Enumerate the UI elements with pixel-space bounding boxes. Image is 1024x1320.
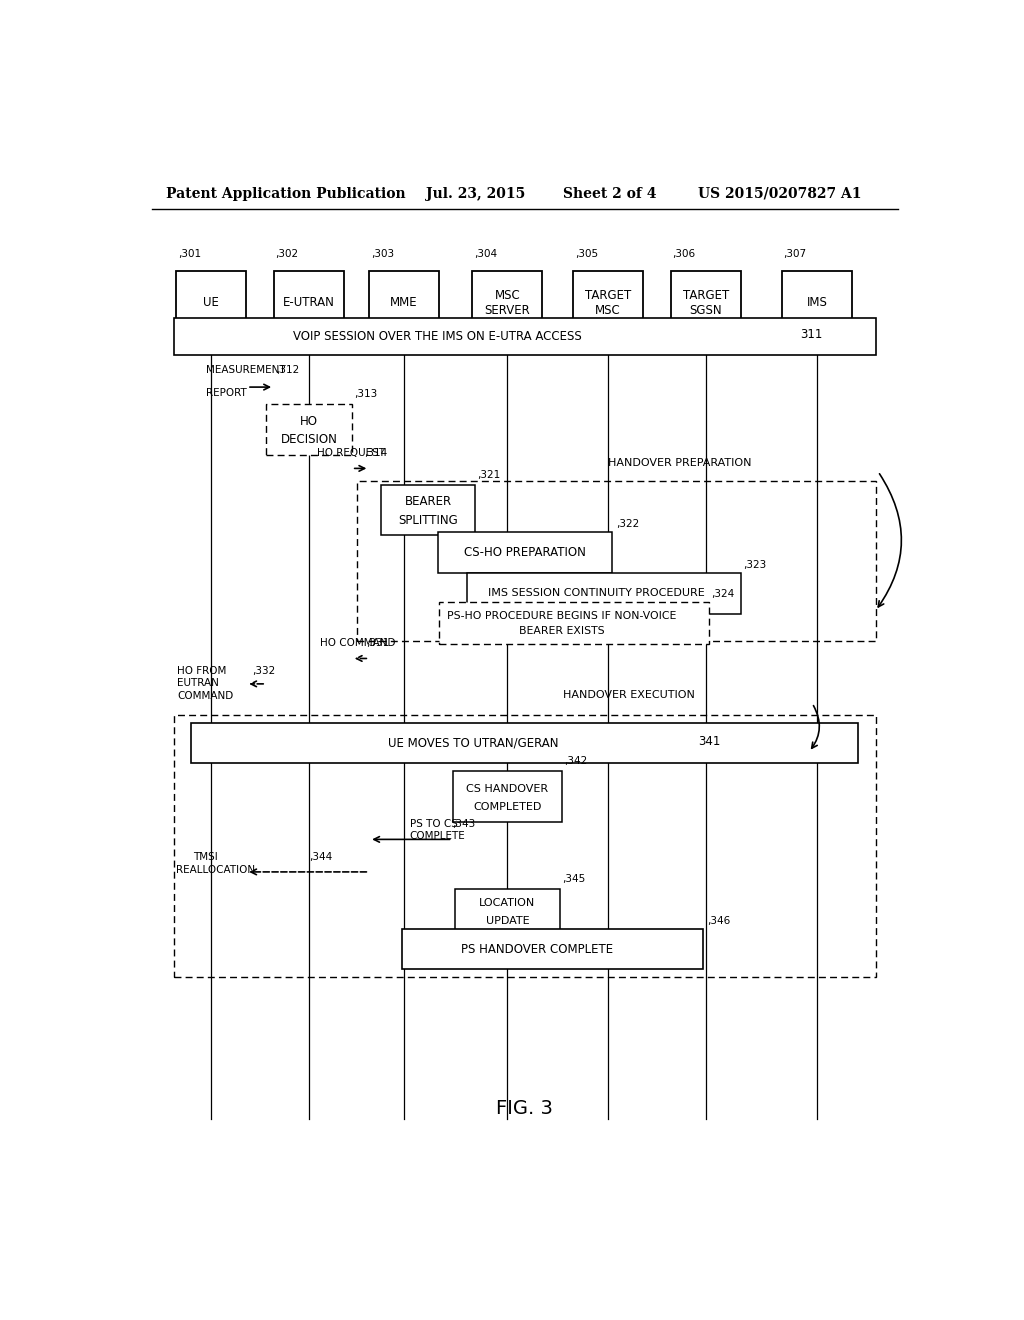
Bar — [573, 271, 643, 334]
Text: BEARER EXISTS: BEARER EXISTS — [519, 626, 605, 636]
Text: CS HANDOVER: CS HANDOVER — [466, 784, 549, 793]
Text: BEARER: BEARER — [404, 495, 452, 508]
Bar — [439, 602, 709, 644]
Text: ,331: ,331 — [367, 639, 389, 648]
Text: VOIP SESSION OVER THE IMS ON E-UTRA ACCESS: VOIP SESSION OVER THE IMS ON E-UTRA ACCE… — [293, 330, 582, 343]
Text: IMS SESSION CONTINUITY PROCEDURE: IMS SESSION CONTINUITY PROCEDURE — [487, 589, 705, 598]
Text: MEASUREMENT: MEASUREMENT — [206, 364, 286, 375]
Text: DECISION: DECISION — [281, 433, 337, 446]
Text: COMPLETED: COMPLETED — [473, 801, 542, 812]
Text: HANDOVER PREPARATION: HANDOVER PREPARATION — [608, 458, 752, 469]
Text: HO FROM: HO FROM — [177, 665, 226, 676]
Text: ,307: ,307 — [783, 249, 807, 259]
Text: ,303: ,303 — [371, 249, 394, 259]
Text: ,305: ,305 — [574, 249, 598, 259]
Text: REPORT: REPORT — [206, 388, 247, 399]
Text: ,321: ,321 — [477, 470, 501, 479]
Text: MME: MME — [390, 296, 418, 309]
Text: HO: HO — [300, 416, 317, 428]
Text: UE: UE — [204, 296, 219, 309]
Text: TMSI: TMSI — [194, 851, 218, 862]
Bar — [356, 480, 876, 642]
Text: ,324: ,324 — [712, 589, 734, 598]
Text: ,301: ,301 — [178, 249, 201, 259]
Text: ,345: ,345 — [562, 874, 586, 884]
Text: SPLITTING: SPLITTING — [398, 513, 458, 527]
Text: Jul. 23, 2015: Jul. 23, 2015 — [426, 187, 525, 201]
Bar — [782, 271, 852, 334]
Text: TARGET
SGSN: TARGET SGSN — [683, 289, 729, 317]
Text: EUTRAN: EUTRAN — [177, 678, 219, 688]
Bar — [467, 573, 741, 614]
Text: 311: 311 — [800, 327, 822, 341]
Bar — [437, 532, 612, 573]
Text: US 2015/0207827 A1: US 2015/0207827 A1 — [697, 187, 861, 201]
Bar — [370, 271, 439, 334]
Text: CS-HO PREPARATION: CS-HO PREPARATION — [464, 546, 586, 560]
Text: Sheet 2 of 4: Sheet 2 of 4 — [563, 187, 656, 201]
Text: COMMAND: COMMAND — [177, 692, 233, 701]
Text: 341: 341 — [697, 735, 720, 748]
Bar — [176, 271, 246, 334]
Text: UPDATE: UPDATE — [485, 916, 529, 925]
Text: E-UTRAN: E-UTRAN — [283, 296, 335, 309]
Bar — [274, 271, 344, 334]
Text: ,322: ,322 — [616, 519, 639, 529]
Text: PS-HO PROCEDURE BEGINS IF NON-VOICE: PS-HO PROCEDURE BEGINS IF NON-VOICE — [447, 611, 677, 620]
Bar — [472, 271, 543, 334]
Text: ,323: ,323 — [743, 560, 767, 570]
Text: IMS: IMS — [807, 296, 827, 309]
Bar — [174, 318, 876, 355]
Text: ,344: ,344 — [309, 851, 332, 862]
Text: Patent Application Publication: Patent Application Publication — [166, 187, 406, 201]
Bar — [671, 271, 740, 334]
Text: PS HANDOVER COMPLETE: PS HANDOVER COMPLETE — [461, 942, 612, 956]
Text: ,346: ,346 — [708, 916, 730, 925]
Bar — [453, 771, 562, 822]
Bar — [455, 890, 560, 932]
Bar — [401, 929, 703, 969]
Bar — [174, 715, 876, 977]
Text: ,302: ,302 — [275, 249, 299, 259]
Bar — [381, 484, 475, 536]
Bar — [191, 722, 858, 763]
Text: PS TO CS: PS TO CS — [410, 820, 458, 829]
Text: COMPLETE: COMPLETE — [410, 832, 466, 841]
Text: ,313: ,313 — [354, 389, 378, 399]
Text: MSC
SERVER: MSC SERVER — [484, 289, 530, 317]
Text: LOCATION: LOCATION — [479, 899, 536, 908]
Text: ,314: ,314 — [365, 449, 388, 458]
Text: REALLOCATION: REALLOCATION — [176, 865, 255, 875]
Text: HO COMMAND: HO COMMAND — [321, 639, 395, 648]
Text: ,343: ,343 — [452, 820, 475, 829]
Text: TARGET
MSC: TARGET MSC — [585, 289, 631, 317]
Text: ,312: ,312 — [276, 364, 300, 375]
Text: UE MOVES TO UTRAN/GERAN: UE MOVES TO UTRAN/GERAN — [388, 737, 558, 750]
Bar — [266, 404, 352, 455]
Text: ,306: ,306 — [673, 249, 695, 259]
Text: ,332: ,332 — [253, 665, 275, 676]
Text: HO REQUEST: HO REQUEST — [316, 449, 385, 458]
Text: ,304: ,304 — [474, 249, 497, 259]
Text: FIG. 3: FIG. 3 — [497, 1100, 553, 1118]
Text: ,342: ,342 — [564, 756, 588, 766]
Text: HANDOVER EXECUTION: HANDOVER EXECUTION — [563, 690, 694, 700]
